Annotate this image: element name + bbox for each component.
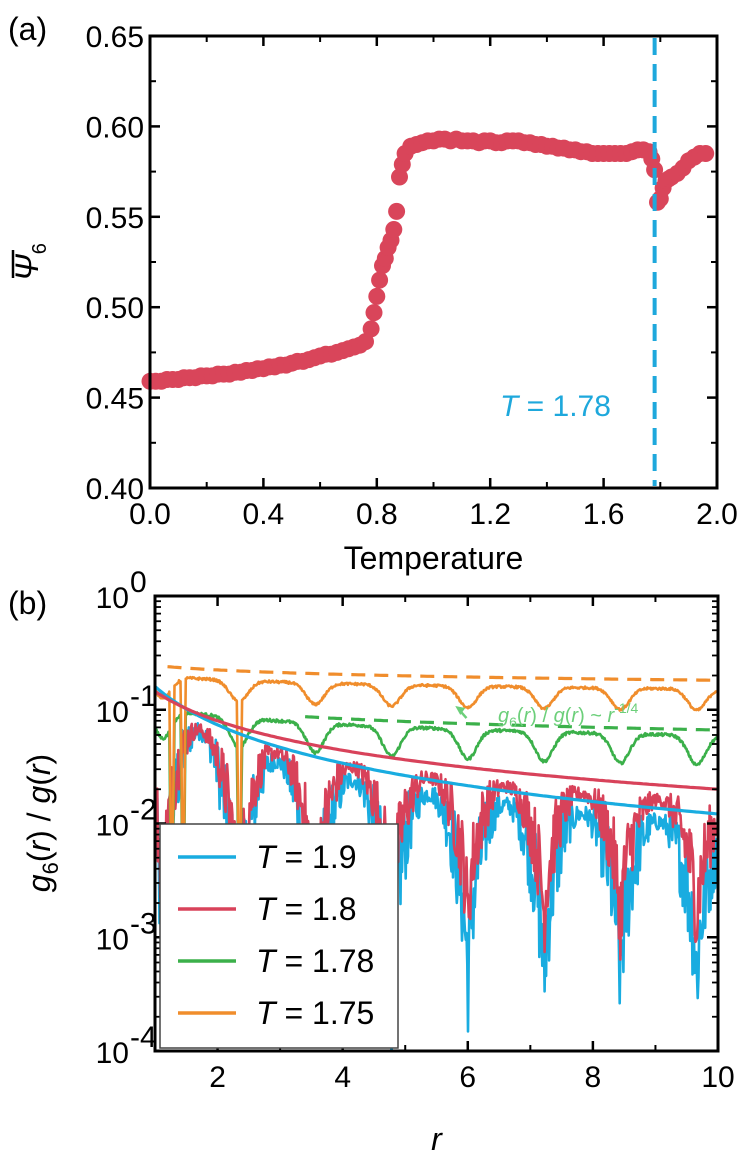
data-point — [371, 271, 389, 289]
y-tick-exponent: -3 — [130, 907, 157, 940]
y-tick-exponent: -1 — [130, 680, 157, 713]
panel-a: T = 1.78 0.0 0.4 0.8 1.2 1.6 2.0 0.40 0.45 0.50 0.… — [8, 11, 738, 576]
y-axis-title: Ψ6 — [9, 243, 51, 281]
data-point — [357, 333, 374, 351]
x-tick-label: 4 — [334, 1061, 351, 1094]
panel-label: (a) — [8, 11, 47, 47]
annotation-arrowhead — [455, 705, 466, 715]
y-tick-label: 10 — [96, 923, 129, 956]
y-axis-title-text: g6(r) / g(r) — [21, 754, 63, 892]
y-tick-label: 10 — [96, 810, 129, 843]
legend-box — [159, 823, 399, 1049]
legend-label: T = 1.78 — [256, 943, 374, 979]
panel-label: (b) — [8, 585, 47, 621]
fit-line — [167, 665, 718, 682]
series-line — [155, 710, 718, 961]
scatter-series — [141, 130, 715, 390]
x-tick-label: 0.0 — [129, 498, 171, 531]
legend-label: T = 1.8 — [256, 891, 357, 927]
data-point — [362, 320, 380, 338]
legend-label: T = 1.9 — [256, 839, 357, 875]
data-point — [365, 304, 383, 322]
data-point — [697, 145, 715, 162]
annotation-text: g6(r) / g(r) ~ r-1/4 — [498, 700, 639, 730]
x-tick-label: 1.2 — [469, 498, 511, 531]
y-tick-label: 10 — [96, 696, 129, 729]
y-tick-label: 0.60 — [86, 111, 144, 144]
y-tick-label: 0.55 — [86, 202, 144, 235]
plot-frame — [148, 34, 719, 490]
x-tick-label: 2 — [209, 1061, 226, 1094]
x-tick-label: 6 — [459, 1061, 476, 1094]
data-point — [388, 202, 406, 220]
y-tick-label: 10 — [96, 582, 129, 615]
x-axis-title: r — [431, 1121, 443, 1157]
y-tick-exponent: -2 — [130, 794, 157, 827]
y-tick-label: 0.65 — [86, 21, 144, 54]
y-tick-label: 10 — [96, 1037, 129, 1070]
y-tick-exponent: -4 — [130, 1021, 157, 1054]
fit-line — [155, 685, 718, 816]
y-tick-label: 0.45 — [86, 383, 144, 416]
x-tick-label: 1.6 — [583, 498, 625, 531]
x-axis-title: Temperature — [344, 540, 524, 576]
y-axis-title: g6(r) / g(r) — [21, 754, 63, 892]
x-tick-label: 0.4 — [243, 498, 285, 531]
x-tick-label: 0.8 — [356, 498, 398, 531]
x-tick-label: 2.0 — [696, 498, 738, 531]
reference-line-label: T = 1.78 — [500, 390, 611, 423]
x-tick-label: 8 — [585, 1061, 602, 1094]
data-point — [385, 221, 403, 238]
series-line — [155, 675, 718, 916]
x-tick-label: 10 — [701, 1061, 734, 1094]
fit-line — [155, 690, 718, 791]
data-point — [368, 287, 386, 305]
y-tick-label: 0.40 — [86, 473, 144, 506]
y-tick-label: 0.50 — [86, 292, 144, 325]
panel-b: g6(r) / g(r) ~ r-1/42 4 6 8 1010-410-310-210… — [8, 566, 735, 1157]
legend-label: T = 1.75 — [256, 995, 374, 1031]
legend: T = 1.9 T = 1.8 T = 1.78 T = 1.75 — [159, 823, 399, 1049]
y-tick-exponent: 0 — [130, 566, 147, 599]
y-axis-title-text: Ψ6 — [9, 243, 51, 281]
